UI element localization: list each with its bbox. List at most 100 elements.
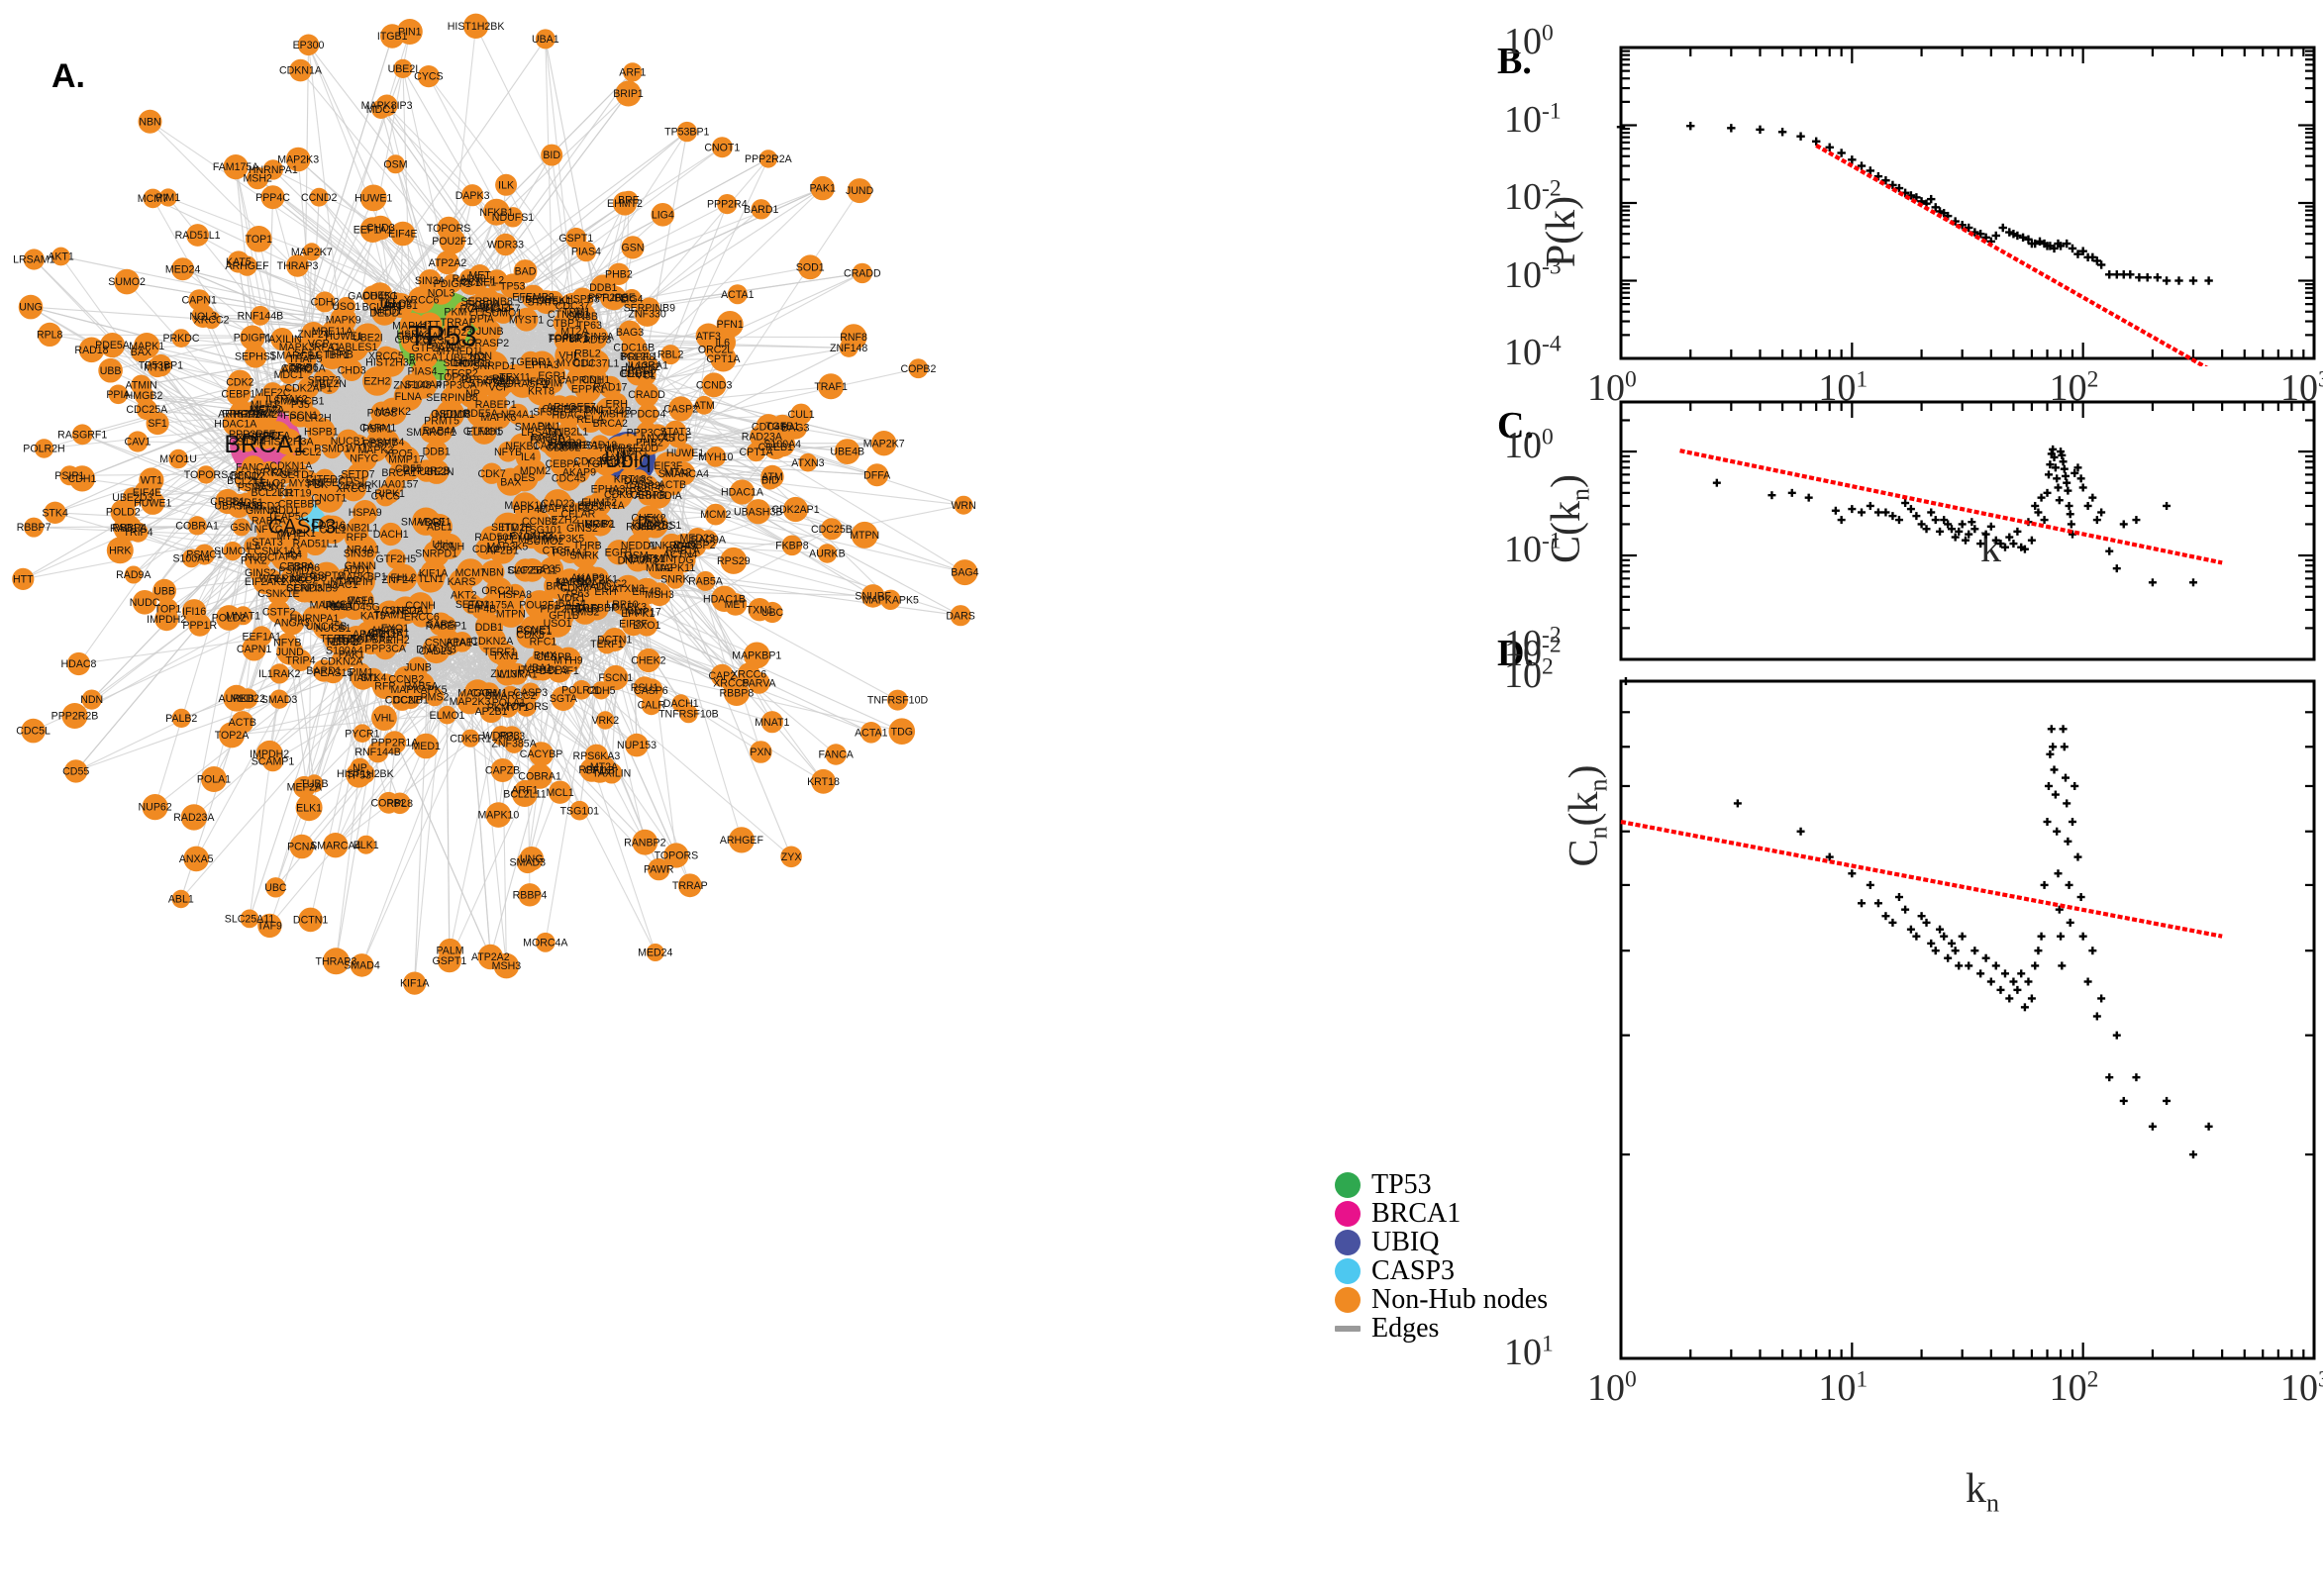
network-node	[758, 150, 778, 168]
network-node-label: PPIA	[470, 314, 495, 326]
network-node-label: THRAP3	[277, 260, 319, 272]
network-node	[343, 473, 367, 498]
network-node	[283, 481, 307, 504]
network-node-label: CHEK1	[537, 295, 571, 307]
network-node-label: MAP2K7	[291, 247, 333, 258]
network-node-label: KIAA0157	[371, 478, 419, 490]
legend-item-label: TP53	[1371, 1168, 1432, 1200]
network-node-label: PFN1	[638, 515, 664, 527]
network-node	[171, 889, 190, 909]
network-node	[529, 742, 554, 766]
network-node	[361, 285, 384, 307]
network-node	[454, 584, 474, 606]
network-node-label: CDK2AP1	[771, 504, 819, 516]
network-node-label: PPIH	[349, 576, 373, 588]
network-node-label: AURKB	[809, 549, 846, 560]
network-node-label: MAPK10	[477, 810, 519, 822]
network-node	[750, 741, 772, 763]
network-node	[711, 137, 733, 158]
network-node-label: EEF1A1	[242, 631, 281, 643]
plot-frame	[1619, 400, 2316, 661]
network-node	[535, 932, 556, 952]
network-node-label: ACTN4	[663, 549, 698, 561]
network-node-label: RBBP4	[513, 889, 548, 901]
network-node-label: IL1RAK2	[265, 394, 308, 406]
network-node	[124, 565, 143, 584]
network-node-label: FAM175A	[213, 161, 259, 173]
network-node	[729, 479, 756, 505]
network-node-label: MSH2	[600, 409, 630, 421]
network-node-label: KRT18	[807, 776, 840, 788]
network-node-label: TOPORS	[427, 223, 471, 235]
panel-b-ytick-0: 100	[1504, 20, 1554, 62]
network-node-label: FLNA	[395, 391, 423, 403]
network-node-label: HDAC8	[61, 658, 97, 670]
network-node	[438, 705, 456, 725]
network-node-label: EXO1	[633, 620, 660, 632]
network-node-label: PCNA	[287, 842, 317, 853]
network-node-label: MMP17	[625, 607, 661, 619]
network-node-label: POLA1	[492, 697, 526, 709]
network-node-label: GNB2L1	[338, 523, 378, 535]
network-node	[626, 549, 650, 572]
network-node	[625, 733, 649, 757]
network-node-label: ZYX	[781, 851, 802, 863]
network-node-label: PPP4C	[255, 192, 290, 204]
network-node-label: POLA1	[197, 774, 231, 786]
network-node	[417, 65, 440, 88]
network-node-label: CAV1	[125, 437, 152, 449]
network-node	[512, 492, 539, 519]
network-node-label: NFYB	[494, 447, 522, 458]
network-node-label: JUNB	[476, 326, 504, 338]
network-node-label: TRRAP	[672, 880, 708, 892]
network-node-label: GADD45G	[330, 602, 380, 614]
network-node-label: TGFBR1	[510, 356, 552, 368]
network-node-label: CNOT1	[311, 493, 347, 505]
network-node-label: PDCD4	[630, 409, 665, 421]
network-node	[127, 431, 149, 452]
network-node	[223, 542, 243, 561]
network-node-label: PAK1	[810, 183, 836, 195]
legend-color-swatch	[1335, 1171, 1361, 1198]
network-node-label: UBC	[761, 607, 784, 619]
network-node	[810, 175, 835, 201]
network-node	[535, 29, 556, 50]
network-node-label: NBN	[139, 116, 160, 128]
network-node-label: CCND3	[696, 379, 733, 391]
network-node-label: MSH3	[492, 960, 522, 972]
network-node-label: ATMIN	[126, 380, 157, 392]
network-node	[569, 800, 590, 821]
network-node-label: ARF1	[511, 785, 538, 797]
network-node-label: UBA1	[532, 34, 559, 46]
network-node-label: WRN	[259, 573, 284, 585]
network-node-label: EP300	[293, 40, 325, 51]
network-node-label: DACH1	[373, 529, 409, 541]
network-node-label: SUMO2	[108, 276, 146, 288]
network-node-label: KIF1A	[400, 978, 430, 990]
network-node	[623, 62, 643, 82]
network-node-label: SNRPD1	[415, 549, 457, 560]
network-node-label: WRN	[951, 500, 975, 512]
network-node-label: DCTN1	[293, 915, 328, 927]
network-node-label: BAG4	[951, 567, 978, 579]
network-node-label: EGR1	[605, 547, 634, 558]
network-node	[371, 705, 397, 731]
panel-d-xtick-0: 100	[1587, 1366, 1637, 1409]
network-node-label: HMGB2	[126, 390, 163, 402]
network-node	[612, 191, 638, 216]
network-node-label: MAP2K3	[450, 696, 491, 708]
network-node-label: CTCF	[543, 546, 571, 557]
network-node-label: EEF1A1	[354, 225, 393, 237]
network-node-label: NFYC	[254, 524, 283, 536]
network-node	[523, 288, 546, 311]
network-node	[138, 109, 162, 134]
network-node-label: BAD	[515, 266, 537, 278]
network-node-label: S100A4	[404, 379, 442, 391]
network-node-label: XRCC6	[403, 294, 439, 306]
network-node	[351, 665, 375, 690]
network-node	[350, 757, 370, 778]
network-node-label: HIST2H3A	[263, 437, 315, 449]
network-node-label: RAB5A	[404, 680, 440, 692]
network-node-label: BID	[543, 150, 560, 161]
network-node-label: SOD1	[796, 261, 825, 273]
